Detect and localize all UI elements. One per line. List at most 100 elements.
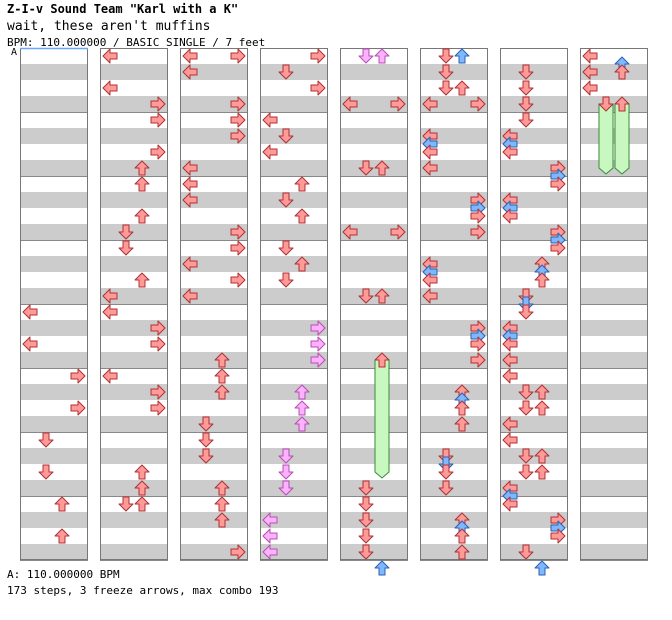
left-arrow-icon: [342, 96, 358, 112]
song-title: Z-I-v Sound Team "Karl with a K": [7, 2, 239, 16]
down-arrow-icon: [518, 448, 534, 464]
measure-column: [580, 48, 648, 561]
left-arrow-icon: [582, 48, 598, 64]
up-arrow-icon: [294, 400, 310, 416]
up-arrow-icon: [534, 384, 550, 400]
down-arrow-icon: [518, 400, 534, 416]
left-arrow-icon: [262, 512, 278, 528]
bpm-marker: A: [11, 47, 18, 58]
left-arrow-icon: [342, 224, 358, 240]
up-arrow-icon: [534, 272, 550, 288]
down-arrow-icon: [278, 448, 294, 464]
down-arrow-icon: [438, 64, 454, 80]
right-arrow-icon: [390, 224, 406, 240]
right-arrow-icon: [150, 384, 166, 400]
up-arrow-icon: [454, 416, 470, 432]
right-arrow-icon: [550, 176, 566, 192]
down-arrow-icon: [438, 464, 454, 480]
left-arrow-icon: [262, 144, 278, 160]
right-arrow-icon: [150, 336, 166, 352]
right-arrow-icon: [310, 320, 326, 336]
down-arrow-icon: [438, 480, 454, 496]
left-arrow-icon: [22, 304, 38, 320]
chart-info: BPM: 110.000000 / BASIC SINGLE / 7 feet: [7, 36, 266, 49]
down-arrow-icon: [278, 480, 294, 496]
left-arrow-icon: [422, 160, 438, 176]
measure-column: [260, 48, 328, 561]
right-arrow-icon: [230, 96, 246, 112]
left-arrow-icon: [182, 160, 198, 176]
down-arrow-icon: [358, 160, 374, 176]
down-arrow-icon: [118, 240, 134, 256]
up-arrow-icon: [214, 480, 230, 496]
up-arrow-icon: [534, 400, 550, 416]
left-arrow-icon: [422, 144, 438, 160]
down-arrow-icon: [278, 240, 294, 256]
left-arrow-icon: [182, 176, 198, 192]
down-arrow-icon: [198, 416, 214, 432]
up-arrow-icon: [54, 528, 70, 544]
up-arrow-icon: [294, 208, 310, 224]
left-arrow-icon: [182, 48, 198, 64]
right-arrow-icon: [230, 128, 246, 144]
up-arrow-icon: [294, 256, 310, 272]
left-arrow-icon: [182, 192, 198, 208]
down-arrow-icon: [518, 96, 534, 112]
right-arrow-icon: [150, 320, 166, 336]
left-arrow-icon: [502, 432, 518, 448]
bpm-line: A: 110.000000 BPM: [7, 568, 120, 581]
right-arrow-icon: [230, 112, 246, 128]
right-arrow-icon: [310, 352, 326, 368]
right-arrow-icon: [310, 336, 326, 352]
up-arrow-icon: [374, 352, 390, 368]
left-arrow-icon: [422, 272, 438, 288]
right-arrow-icon: [230, 544, 246, 560]
up-arrow-icon: [454, 544, 470, 560]
up-arrow-icon: [374, 288, 390, 304]
down-arrow-icon: [518, 80, 534, 96]
up-arrow-icon: [454, 80, 470, 96]
left-arrow-icon: [182, 256, 198, 272]
left-arrow-icon: [502, 336, 518, 352]
down-arrow-icon: [518, 304, 534, 320]
down-arrow-icon: [118, 496, 134, 512]
up-arrow-icon: [214, 512, 230, 528]
freeze-arrow-body: [614, 103, 630, 175]
up-arrow-icon: [614, 64, 630, 80]
down-arrow-icon: [278, 64, 294, 80]
down-arrow-icon: [38, 432, 54, 448]
up-arrow-icon: [134, 160, 150, 176]
measure-column: [180, 48, 248, 561]
up-arrow-icon: [454, 48, 470, 64]
right-arrow-icon: [310, 80, 326, 96]
left-arrow-icon: [502, 496, 518, 512]
right-arrow-icon: [150, 144, 166, 160]
left-arrow-icon: [502, 416, 518, 432]
left-arrow-icon: [262, 528, 278, 544]
up-arrow-icon: [534, 448, 550, 464]
up-arrow-icon: [454, 528, 470, 544]
right-arrow-icon: [150, 112, 166, 128]
left-arrow-icon: [502, 144, 518, 160]
left-arrow-icon: [422, 288, 438, 304]
up-arrow-icon: [134, 480, 150, 496]
down-arrow-icon: [38, 464, 54, 480]
right-arrow-icon: [390, 96, 406, 112]
up-arrow-icon: [534, 560, 550, 576]
right-arrow-icon: [470, 208, 486, 224]
up-arrow-icon: [614, 96, 630, 112]
steps-summary: 173 steps, 3 freeze arrows, max combo 19…: [7, 584, 279, 597]
down-arrow-icon: [278, 128, 294, 144]
down-arrow-icon: [518, 112, 534, 128]
down-arrow-icon: [358, 288, 374, 304]
down-arrow-icon: [198, 448, 214, 464]
down-arrow-icon: [278, 192, 294, 208]
up-arrow-icon: [134, 464, 150, 480]
down-arrow-icon: [278, 464, 294, 480]
up-arrow-icon: [134, 272, 150, 288]
right-arrow-icon: [150, 400, 166, 416]
down-arrow-icon: [598, 96, 614, 112]
up-arrow-icon: [134, 176, 150, 192]
